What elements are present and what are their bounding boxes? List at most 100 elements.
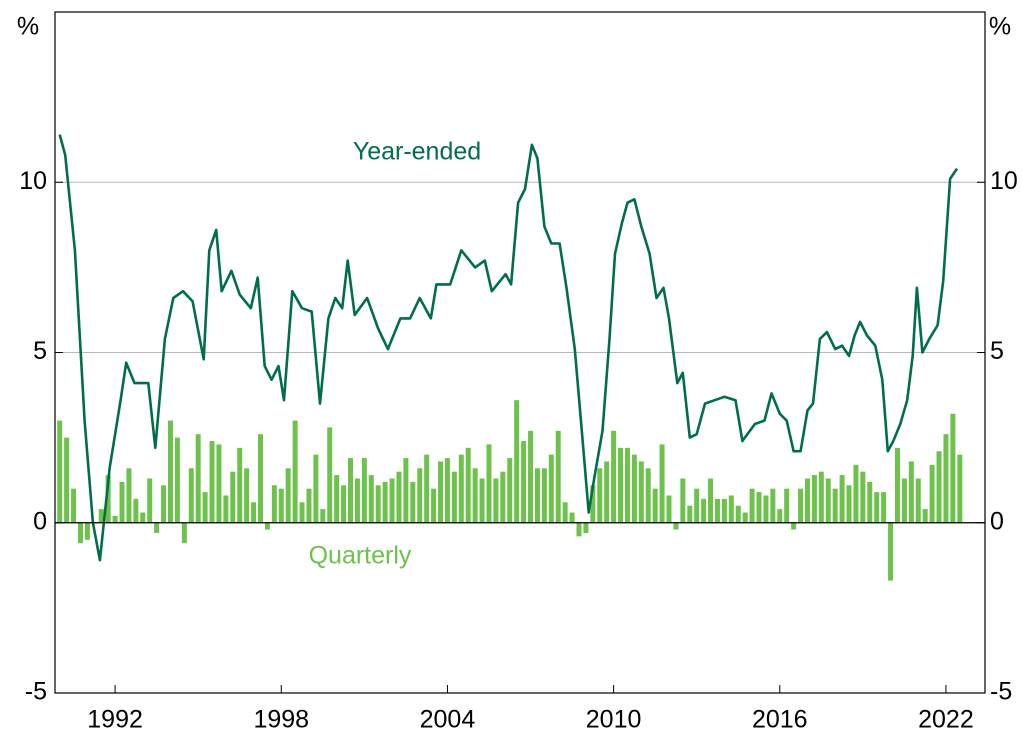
bar [285,468,291,523]
bar [777,509,783,523]
bar [915,478,921,523]
bar [341,485,347,523]
bar [631,454,637,523]
bar [84,522,90,540]
bar [908,461,914,523]
bar [701,498,707,523]
bar [292,420,298,523]
bar [410,481,416,523]
bar [666,495,672,523]
bar [154,522,160,533]
bar [375,485,381,523]
bar [576,522,582,537]
bar [846,485,852,523]
bar [756,492,762,523]
bar [361,458,367,523]
bar [105,475,111,523]
bar [382,481,388,523]
bar [818,471,824,523]
bar [811,475,817,523]
bar [742,512,748,523]
bar [555,430,561,523]
bar [735,505,741,523]
bar [389,478,395,523]
bar [424,454,430,523]
bar [597,468,603,523]
x-tick-label: 2004 [420,706,476,734]
bar [444,458,450,523]
bar [216,444,222,523]
plot-frame [54,11,986,694]
bar [278,488,284,523]
bar [583,522,589,533]
bar [874,492,880,523]
x-tick-label: 2016 [752,706,808,734]
bar [894,447,900,523]
bar [244,468,250,523]
bar [770,488,776,523]
bar [98,509,104,523]
y2-axis-unit: % [989,13,1011,41]
bar [320,509,326,523]
bar [112,515,118,523]
bar [867,481,873,523]
bar [604,461,610,523]
bar [645,468,651,523]
bar [486,444,492,523]
bar [673,522,679,530]
bar [825,478,831,523]
y-tick-label: 0 [33,507,47,535]
bar [251,502,257,523]
series-label: Year-ended [353,138,481,166]
bar [465,447,471,523]
bar [147,478,153,523]
bar [514,400,520,523]
bar [161,485,167,523]
bar [507,458,513,523]
bar [562,502,568,523]
y-axis-unit: % [17,13,39,41]
bar [624,447,630,523]
bar [714,498,720,523]
bar [548,454,554,523]
bar [638,461,644,523]
bar [431,488,437,523]
bar [493,478,499,523]
bar [258,434,263,523]
bar [694,488,700,523]
bar [334,475,340,523]
bar [521,441,527,523]
bar [708,478,714,523]
bar [957,454,963,523]
x-tick-label: 1992 [87,706,143,734]
bar [64,437,70,523]
bar [881,492,887,523]
bar [167,420,173,523]
bar [174,437,180,523]
bar [237,447,243,523]
bar [313,454,319,523]
y-tick-label: 5 [33,337,47,365]
bar [451,471,457,523]
bar [528,430,534,523]
bar [929,464,935,523]
bar [500,471,506,523]
bar [327,427,333,523]
bar [77,522,83,544]
y2-tick-label: -5 [990,678,1012,706]
bar [368,475,374,523]
y-tick-label: 10 [19,167,47,195]
bar [264,522,270,530]
y2-tick-label: 5 [990,337,1004,365]
bar [534,468,540,523]
bar [472,468,478,523]
bar [590,485,596,523]
bar [950,413,956,523]
bar [223,495,229,523]
bar [943,434,949,523]
bar [860,471,866,523]
bar [798,488,804,523]
bar [839,475,845,523]
bar [888,522,894,581]
